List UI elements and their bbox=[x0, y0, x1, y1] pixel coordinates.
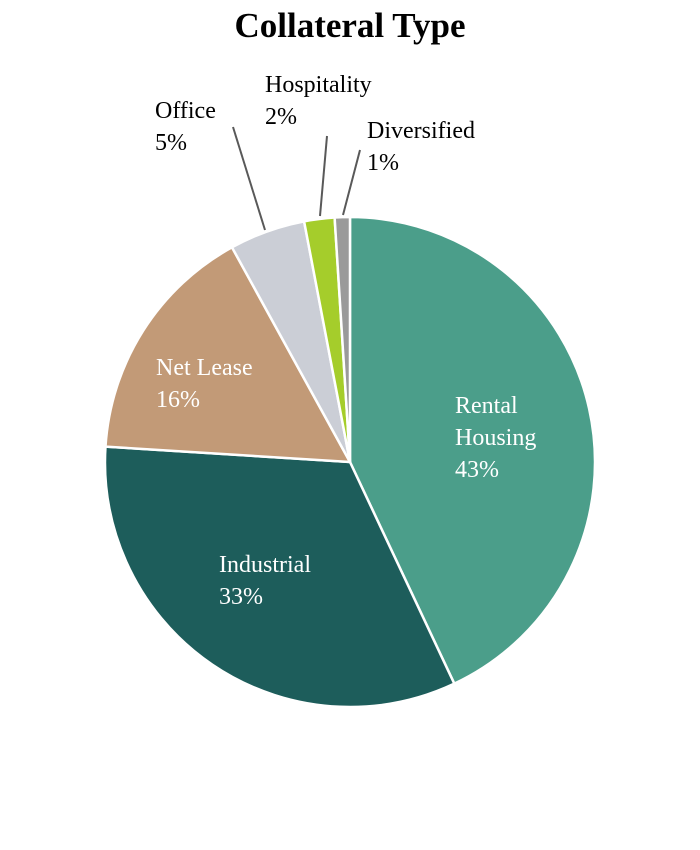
slice-label-value: 1% bbox=[367, 150, 399, 176]
slice-label-name: Rental bbox=[455, 393, 518, 419]
pie-slices bbox=[103, 215, 597, 709]
chart-title: Collateral Type bbox=[234, 6, 466, 45]
pie-slice-rental-housing bbox=[348, 215, 597, 685]
leader-lines bbox=[232, 126, 361, 231]
pie-slice-industrial bbox=[103, 445, 456, 709]
slice-label-industrial: Industrial 33% bbox=[219, 552, 311, 610]
slice-label-value: 33% bbox=[219, 584, 263, 610]
slice-label-value: 5% bbox=[155, 130, 187, 156]
pie-slice-net-lease bbox=[104, 246, 352, 464]
slice-label-rental-housing: Rental Housing 43% bbox=[455, 393, 536, 483]
slice-label-name: Industrial bbox=[219, 552, 311, 578]
pie-slice-diversified bbox=[333, 215, 352, 464]
leader-line-hospitality bbox=[319, 135, 328, 217]
slice-label-value: 43% bbox=[455, 457, 499, 483]
slice-label-office: Office 5% bbox=[155, 98, 216, 156]
slice-label-hospitality: Hospitality 2% bbox=[265, 72, 372, 130]
slice-label-value: 16% bbox=[156, 387, 200, 413]
slice-label-name: Office bbox=[155, 98, 216, 124]
slice-labels: Rental Housing 43% Industrial 33% Net Lease 16… bbox=[155, 72, 536, 610]
slice-label-name: Diversified bbox=[367, 118, 475, 144]
slice-label-diversified: Diversified 1% bbox=[367, 118, 475, 176]
slice-label-name: Net Lease bbox=[156, 355, 253, 381]
slice-label-net-lease: Net Lease 16% bbox=[156, 355, 253, 413]
slice-label-name: Hospitality bbox=[265, 72, 372, 98]
leader-line-office bbox=[232, 126, 266, 231]
slice-label-name: Housing bbox=[455, 425, 536, 451]
leader-line-diversified bbox=[342, 149, 361, 216]
slice-label-value: 2% bbox=[265, 104, 297, 130]
